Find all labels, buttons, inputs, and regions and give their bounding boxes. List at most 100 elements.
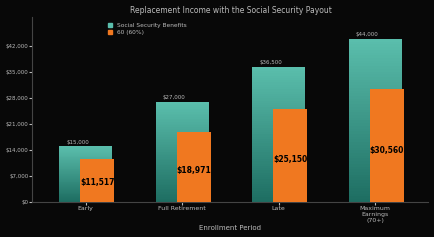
Bar (252, 123, 305, 125)
Bar (252, 67, 305, 69)
Bar (156, 104, 209, 105)
Bar (349, 112, 402, 115)
Bar (349, 107, 402, 109)
Bar (252, 121, 305, 123)
Bar (349, 47, 402, 50)
Bar (59, 197, 112, 198)
Bar (252, 76, 305, 78)
Bar (349, 63, 402, 66)
Bar (252, 152, 305, 155)
Bar (156, 184, 209, 185)
Bar (156, 142, 209, 144)
Bar (59, 165, 112, 166)
Bar (156, 164, 209, 165)
Bar (156, 177, 209, 178)
Bar (252, 191, 305, 193)
Bar (349, 82, 402, 85)
Bar (59, 178, 112, 179)
Bar (349, 96, 402, 99)
Bar (252, 91, 305, 94)
Bar (156, 167, 209, 169)
Bar (156, 170, 209, 172)
Bar (370, 89, 404, 202)
Bar (349, 164, 402, 167)
Bar (252, 73, 305, 76)
Bar (59, 147, 112, 148)
Bar (59, 179, 112, 180)
Bar (156, 187, 209, 189)
Bar (156, 189, 209, 190)
Bar (349, 61, 402, 63)
Bar (349, 88, 402, 91)
Bar (349, 180, 402, 183)
Bar (252, 143, 305, 146)
Bar (59, 160, 112, 161)
Bar (59, 170, 112, 171)
Bar (349, 188, 402, 191)
Bar (349, 55, 402, 58)
Bar (59, 159, 112, 160)
Bar (156, 185, 209, 187)
Bar (252, 109, 305, 112)
Bar (59, 164, 112, 165)
Bar (349, 194, 402, 196)
Bar (252, 168, 305, 170)
Bar (59, 146, 112, 147)
Bar (59, 185, 112, 186)
Bar (59, 171, 112, 172)
Bar (156, 165, 209, 167)
Bar (252, 197, 305, 200)
Bar (80, 159, 114, 202)
Bar (252, 164, 305, 166)
Bar (252, 125, 305, 128)
Bar (156, 105, 209, 107)
Bar (59, 177, 112, 178)
Bar (349, 50, 402, 53)
Bar (252, 87, 305, 89)
Bar (156, 152, 209, 154)
Bar (59, 173, 112, 174)
Bar (349, 183, 402, 186)
Bar (252, 94, 305, 96)
Bar (59, 149, 112, 150)
Bar (59, 150, 112, 151)
Bar (349, 159, 402, 161)
Bar (252, 71, 305, 73)
Bar (156, 102, 209, 104)
Bar (156, 192, 209, 194)
Bar (349, 44, 402, 47)
Bar (349, 150, 402, 153)
Text: $25,150: $25,150 (273, 155, 307, 164)
Bar (349, 109, 402, 112)
Bar (59, 189, 112, 190)
Bar (349, 58, 402, 61)
Bar (252, 173, 305, 175)
Bar (252, 175, 305, 177)
Bar (59, 180, 112, 181)
Bar (252, 159, 305, 161)
Bar (349, 72, 402, 74)
Bar (59, 152, 112, 153)
Bar (156, 135, 209, 137)
Bar (349, 53, 402, 55)
Bar (252, 182, 305, 184)
Bar (59, 155, 112, 156)
Bar (59, 156, 112, 157)
Text: $11,517: $11,517 (80, 178, 115, 187)
Bar (59, 190, 112, 191)
Bar (349, 186, 402, 188)
Bar (59, 186, 112, 187)
Bar (156, 127, 209, 128)
Bar (156, 149, 209, 150)
Bar (349, 128, 402, 131)
Bar (156, 154, 209, 155)
Bar (59, 183, 112, 184)
Bar (156, 169, 209, 170)
Bar (156, 178, 209, 180)
Bar (59, 148, 112, 149)
Bar (156, 145, 209, 147)
Bar (156, 194, 209, 195)
Bar (59, 166, 112, 167)
Bar (156, 180, 209, 182)
Bar (252, 137, 305, 139)
